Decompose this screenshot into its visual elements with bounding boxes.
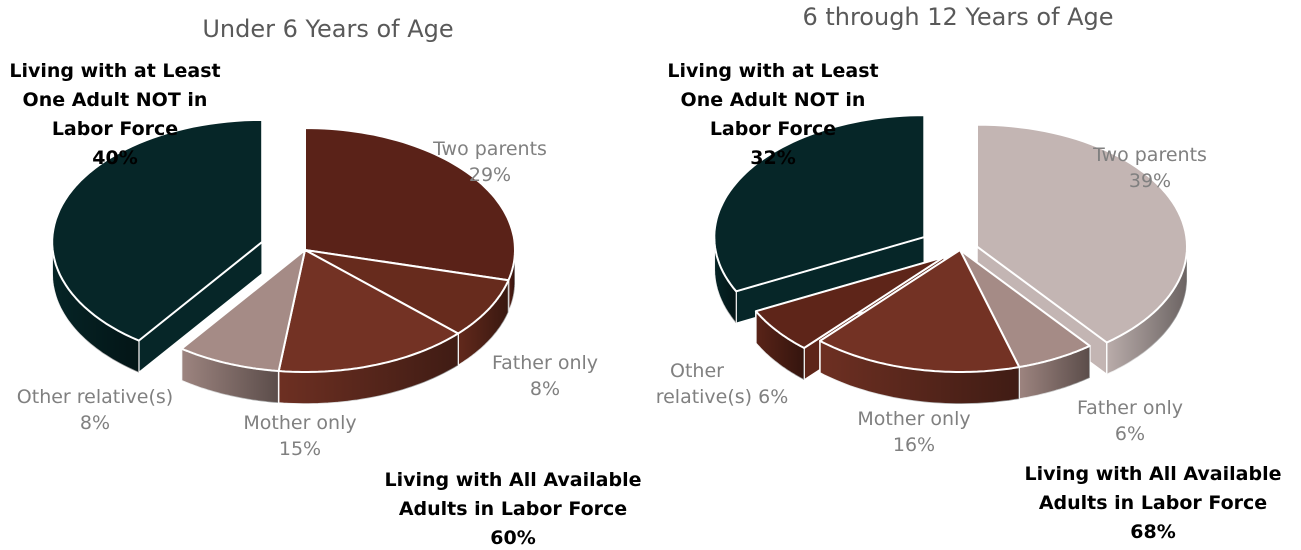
group-label-line: Living with All Available	[1025, 463, 1282, 485]
group-label-line: Adults in Labor Force	[1039, 492, 1267, 514]
group-label-line: Living with at Least	[667, 60, 878, 82]
pie-slice	[180, 249, 306, 372]
slice-value-label: 39%	[1129, 170, 1171, 192]
pie-slice	[51, 118, 264, 342]
slice-value-label: 8%	[530, 378, 560, 400]
slice-value-label: 15%	[279, 438, 321, 460]
group-value-label: 32%	[750, 147, 795, 169]
pie-slice	[304, 127, 516, 282]
pie-slice-side-shade	[820, 340, 1020, 404]
slice-label: Mother only	[857, 408, 970, 430]
group-value-label: 68%	[1130, 521, 1175, 543]
slice-label: Other	[670, 360, 724, 382]
pie-slice	[713, 114, 926, 293]
pie-slice	[976, 123, 1188, 344]
pie-slice	[754, 256, 946, 349]
group-label-line: One Adult NOT in	[23, 89, 208, 111]
pie-under-6	[51, 118, 516, 405]
slice-label: Mother only	[243, 412, 356, 434]
group-label-line: Living with at Least	[9, 60, 220, 82]
slice-value-label: 6%	[1115, 423, 1145, 445]
chart-under-6: Under 6 Years of Age Two parents 29% Fat…	[9, 15, 641, 549]
group-label-line: Labor Force	[52, 118, 178, 140]
pie-6-through-12	[713, 114, 1188, 405]
group-label-line: Adults in Labor Force	[399, 498, 627, 520]
group-value-label: 60%	[490, 527, 535, 549]
slice-value-label: 8%	[80, 412, 110, 434]
pie-slice	[277, 249, 460, 373]
slice-label: Father only	[1077, 397, 1183, 419]
slice-value-label: 29%	[469, 164, 511, 186]
slice-label: Other relative(s)	[17, 386, 173, 408]
group-label-line: One Adult NOT in	[681, 89, 866, 111]
slice-value-label: 16%	[893, 434, 935, 456]
pie-slice	[304, 249, 510, 335]
chart-6-through-12: 6 through 12 Years of Age Two parents 39…	[656, 3, 1282, 543]
pie-slice-side-shade	[1019, 345, 1090, 400]
pie-slice	[819, 249, 1021, 373]
pie-slice-side-shade	[714, 237, 737, 324]
slice-label: Father only	[492, 352, 598, 374]
chart-title: 6 through 12 Years of Age	[802, 3, 1113, 31]
pie-slice	[959, 249, 1091, 369]
slice-label: Two parents	[1092, 144, 1207, 166]
group-value-label: 40%	[92, 147, 137, 169]
slice-label: relative(s) 6%	[656, 386, 789, 408]
pie-slice-side-shade	[52, 241, 139, 373]
slice-label: Two parents	[432, 138, 547, 160]
pie-slice-side-shade	[755, 311, 805, 380]
pie-slice-side-shade	[1106, 246, 1187, 375]
pie-slice-side-shade	[181, 348, 279, 403]
pie-slice-side-shade	[278, 333, 459, 404]
chart-title: Under 6 Years of Age	[202, 15, 453, 43]
group-label-line: Living with All Available	[385, 469, 642, 491]
group-label-line: Labor Force	[710, 118, 836, 140]
